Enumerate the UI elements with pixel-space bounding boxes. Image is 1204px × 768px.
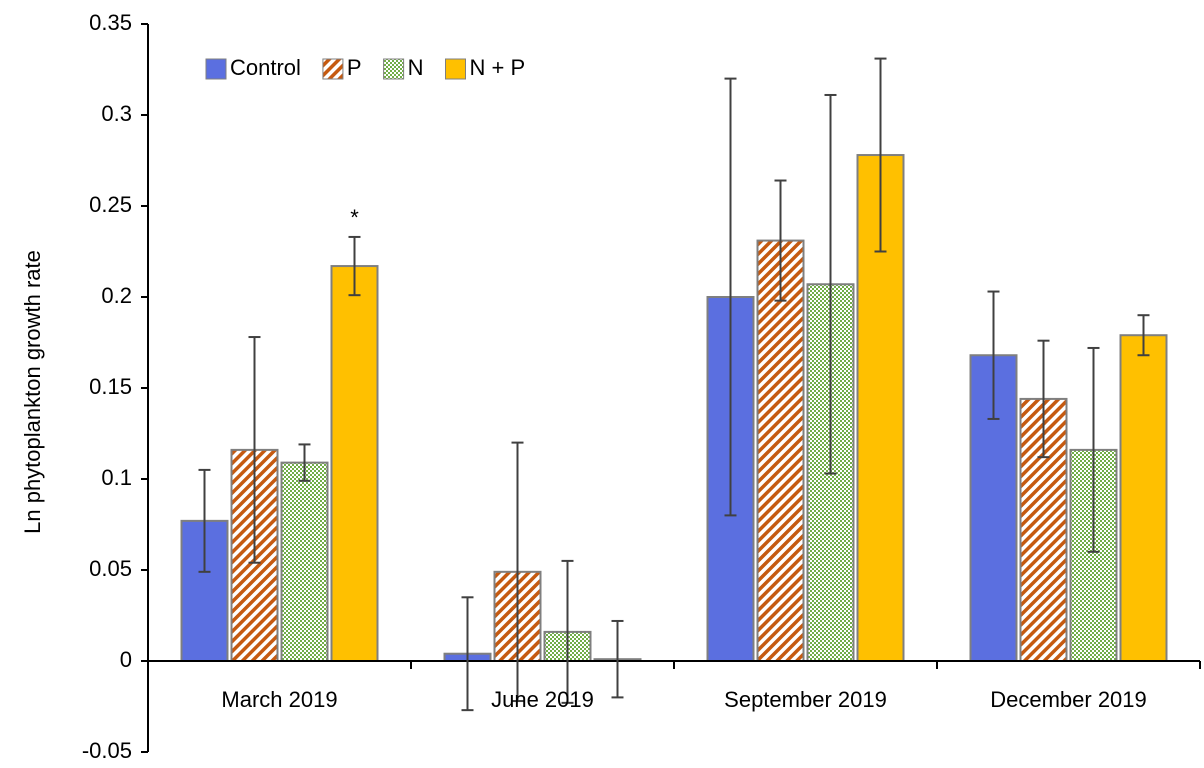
error-bar	[348, 235, 361, 297]
legend-swatch	[445, 58, 466, 80]
legend-label: P	[347, 55, 362, 80]
x-tick-label: September 2019	[724, 687, 887, 712]
error-bar	[824, 93, 837, 475]
legend-label: N	[408, 55, 424, 80]
legend-swatch	[322, 58, 344, 80]
error-bar	[561, 559, 574, 704]
legend-label: Control	[230, 55, 301, 80]
y-tick-label: 0.2	[101, 283, 132, 308]
y-tick-label: 0.35	[89, 10, 132, 35]
legend-swatch	[205, 58, 227, 80]
y-tick-label: 0.3	[101, 101, 132, 126]
error-bar	[1087, 346, 1100, 553]
error-bar	[987, 290, 1000, 420]
x-tick-label: March 2019	[221, 687, 337, 712]
error-bar	[298, 443, 311, 482]
error-bar	[198, 468, 211, 573]
error-bar	[611, 619, 624, 699]
x-tick-label: June 2019	[491, 687, 594, 712]
y-tick-label: 0.25	[89, 192, 132, 217]
error-bar	[1037, 339, 1050, 459]
x-tick-label: December 2019	[990, 687, 1147, 712]
y-axis-title: Ln phytoplankton growth rate	[20, 250, 45, 534]
bar	[756, 239, 805, 663]
error-bar	[248, 336, 261, 564]
error-bar	[774, 179, 787, 302]
bar	[330, 265, 379, 662]
error-bar	[461, 596, 474, 712]
y-tick-label: 0.15	[89, 374, 132, 399]
legend-swatch	[383, 58, 405, 80]
y-tick-label: -0.05	[82, 738, 132, 763]
bar	[280, 461, 329, 662]
y-tick-label: 0.1	[101, 465, 132, 490]
bar	[1119, 334, 1168, 662]
y-tick-label: 0.05	[89, 556, 132, 581]
annotation: *	[350, 205, 359, 230]
y-tick-label: 0	[120, 647, 132, 672]
error-bar	[511, 441, 524, 703]
error-bar	[724, 77, 737, 517]
legend-label: N + P	[470, 55, 526, 80]
error-bar	[874, 57, 887, 253]
error-bar	[1137, 314, 1150, 357]
